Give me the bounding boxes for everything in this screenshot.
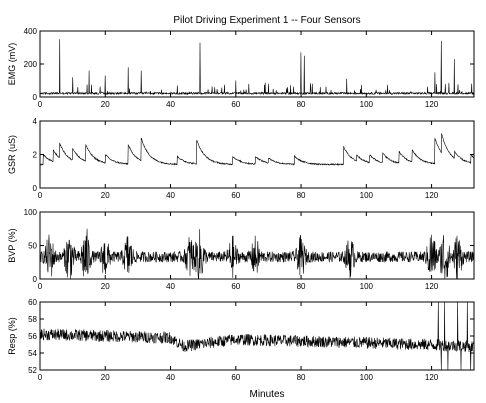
x-tick-label: 60	[231, 373, 240, 382]
panel-frame	[39, 30, 475, 98]
y-tick-label: 60	[28, 298, 37, 307]
y-tick-label: 50	[28, 242, 37, 251]
y-tick-label: 2	[33, 151, 38, 160]
x-tick-label: 100	[360, 100, 374, 109]
panel-frame	[39, 120, 475, 189]
panel-frame	[39, 301, 475, 371]
x-tick-label: 100	[360, 282, 374, 291]
x-tick-label: 80	[297, 100, 306, 109]
x-tick-label: 60	[231, 191, 240, 200]
x-tick-label: 120	[425, 191, 439, 200]
y-tick-label: 200	[24, 60, 38, 69]
y-axis-label: GSR (uS)	[7, 135, 17, 174]
y-tick-label: 56	[28, 332, 37, 341]
x-tick-label: 120	[425, 282, 439, 291]
y-tick-label: 54	[28, 349, 37, 358]
x-tick-label: 80	[297, 191, 306, 200]
x-tick-label: 120	[425, 373, 439, 382]
x-tick-label: 0	[38, 191, 43, 200]
x-tick-label: 80	[297, 373, 306, 382]
x-tick-label: 60	[231, 282, 240, 291]
y-tick-label: 4	[33, 117, 38, 126]
x-tick-label: 40	[166, 282, 175, 291]
x-tick-label: 120	[425, 100, 439, 109]
y-axis-label: EMG (mV)	[7, 43, 17, 86]
y-axis-label: BVP (%)	[7, 228, 17, 262]
x-tick-label: 0	[38, 373, 43, 382]
panel-3: 52 54 56 58 60 0 20 40 60 80 100 120 Resp (%)	[7, 298, 475, 382]
x-tick-label: 80	[297, 282, 306, 291]
x-tick-label: 20	[101, 373, 110, 382]
x-tick-label: 0	[38, 100, 43, 109]
x-tick-label: 40	[166, 191, 175, 200]
x-tick-label: 100	[360, 373, 374, 382]
x-tick-label: 60	[231, 100, 240, 109]
x-tick-label: 20	[101, 191, 110, 200]
series-line	[39, 133, 475, 167]
y-tick-label: 52	[28, 366, 37, 375]
y-tick-label: 400	[24, 27, 38, 36]
panel-0: 0 200 400 0 20 40 60 80 100 120 EMG (mV)	[7, 27, 475, 109]
y-tick-label: 0	[33, 275, 38, 284]
x-tick-label: 20	[101, 100, 110, 109]
series-line	[39, 228, 475, 280]
series-line	[39, 39, 475, 96]
y-tick-label: 58	[28, 315, 37, 324]
x-axis-label: Minutes	[249, 389, 284, 400]
x-tick-label: 20	[101, 282, 110, 291]
y-tick-label: 0	[33, 184, 38, 193]
y-axis-label: Resp (%)	[7, 317, 17, 355]
y-tick-label: 0	[33, 93, 38, 102]
series-line	[39, 301, 475, 371]
x-tick-label: 40	[166, 373, 175, 382]
y-tick-label: 100	[24, 208, 38, 217]
chart-title: Pilot Driving Experiment 1 -- Four Senso…	[173, 15, 360, 26]
panel-2: 0 50 100 0 20 40 60 80 100 120 BVP (%)	[7, 208, 475, 291]
x-tick-label: 40	[166, 100, 175, 109]
x-tick-label: 100	[360, 191, 374, 200]
x-tick-label: 0	[38, 282, 43, 291]
